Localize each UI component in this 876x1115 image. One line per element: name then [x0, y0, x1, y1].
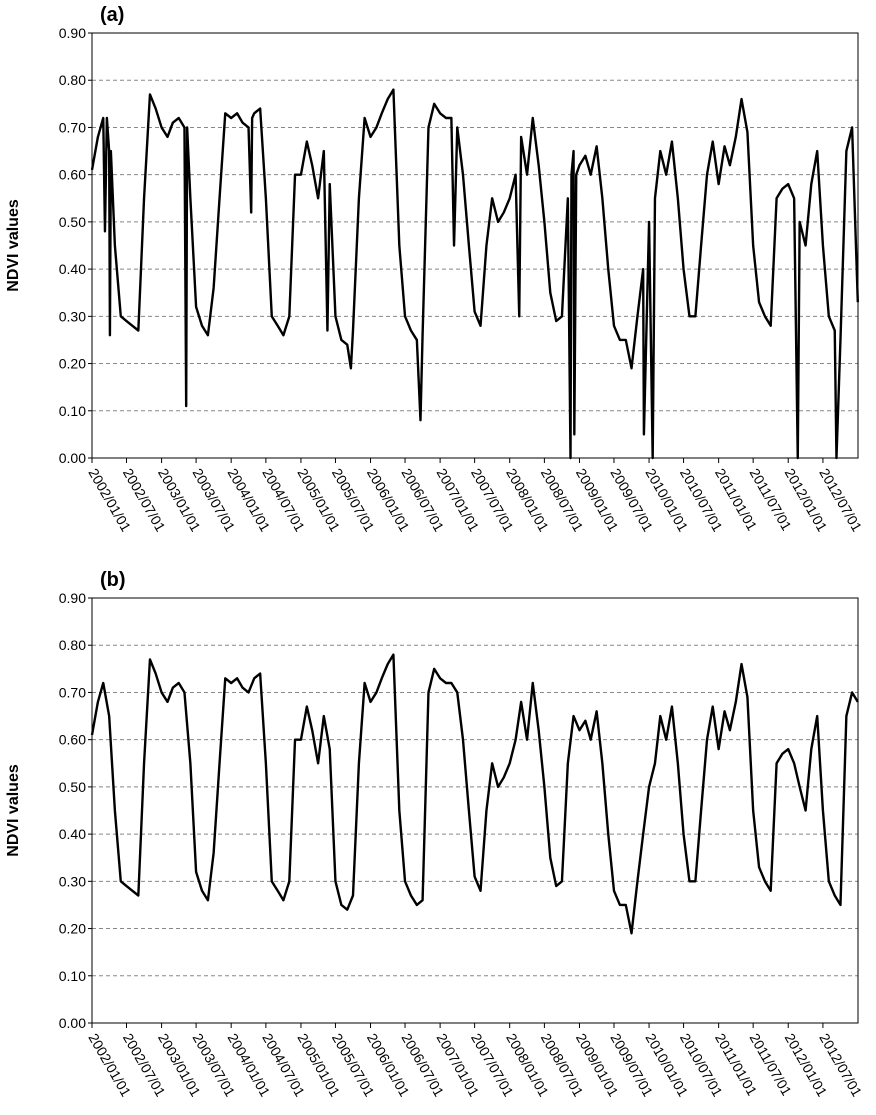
y-tick-label: 0.00: [59, 1015, 86, 1031]
panel-title: (b): [100, 569, 126, 591]
ndvi-line: [90, 88, 860, 460]
y-tick-label: 0.60: [59, 167, 86, 183]
y-tick-label: 0.50: [59, 779, 86, 795]
y-tick-label: 0.50: [59, 214, 86, 230]
y-tick-label: 0.60: [59, 732, 86, 748]
y-tick-label: 0.80: [59, 637, 86, 653]
y-tick-label: 0.70: [59, 119, 86, 135]
y-tick-label: 0.20: [59, 356, 86, 372]
y-tick-label: 0.40: [59, 261, 86, 277]
plot-frame: [91, 32, 859, 459]
y-tick-label: 0.70: [59, 684, 86, 700]
y-tick-label: 0.00: [59, 450, 86, 466]
y-tick-label: 0.10: [59, 403, 86, 419]
y-tick-label: 0.40: [59, 826, 86, 842]
y-tick-label: 0.30: [59, 308, 86, 324]
ndvi-line: [90, 653, 859, 935]
y-tick-label: 0.90: [59, 590, 86, 606]
plot-frame: [91, 597, 859, 1024]
y-tick-label: 0.30: [59, 873, 86, 889]
y-tick-label: 0.10: [59, 968, 86, 984]
panel-title: (a): [100, 4, 124, 26]
y-axis-label: NDVI values: [5, 199, 22, 292]
y-tick-label: 0.20: [59, 921, 86, 937]
y-tick-label: 0.80: [59, 72, 86, 88]
y-axis-label: NDVI values: [5, 764, 22, 857]
y-tick-label: 0.90: [59, 25, 86, 41]
